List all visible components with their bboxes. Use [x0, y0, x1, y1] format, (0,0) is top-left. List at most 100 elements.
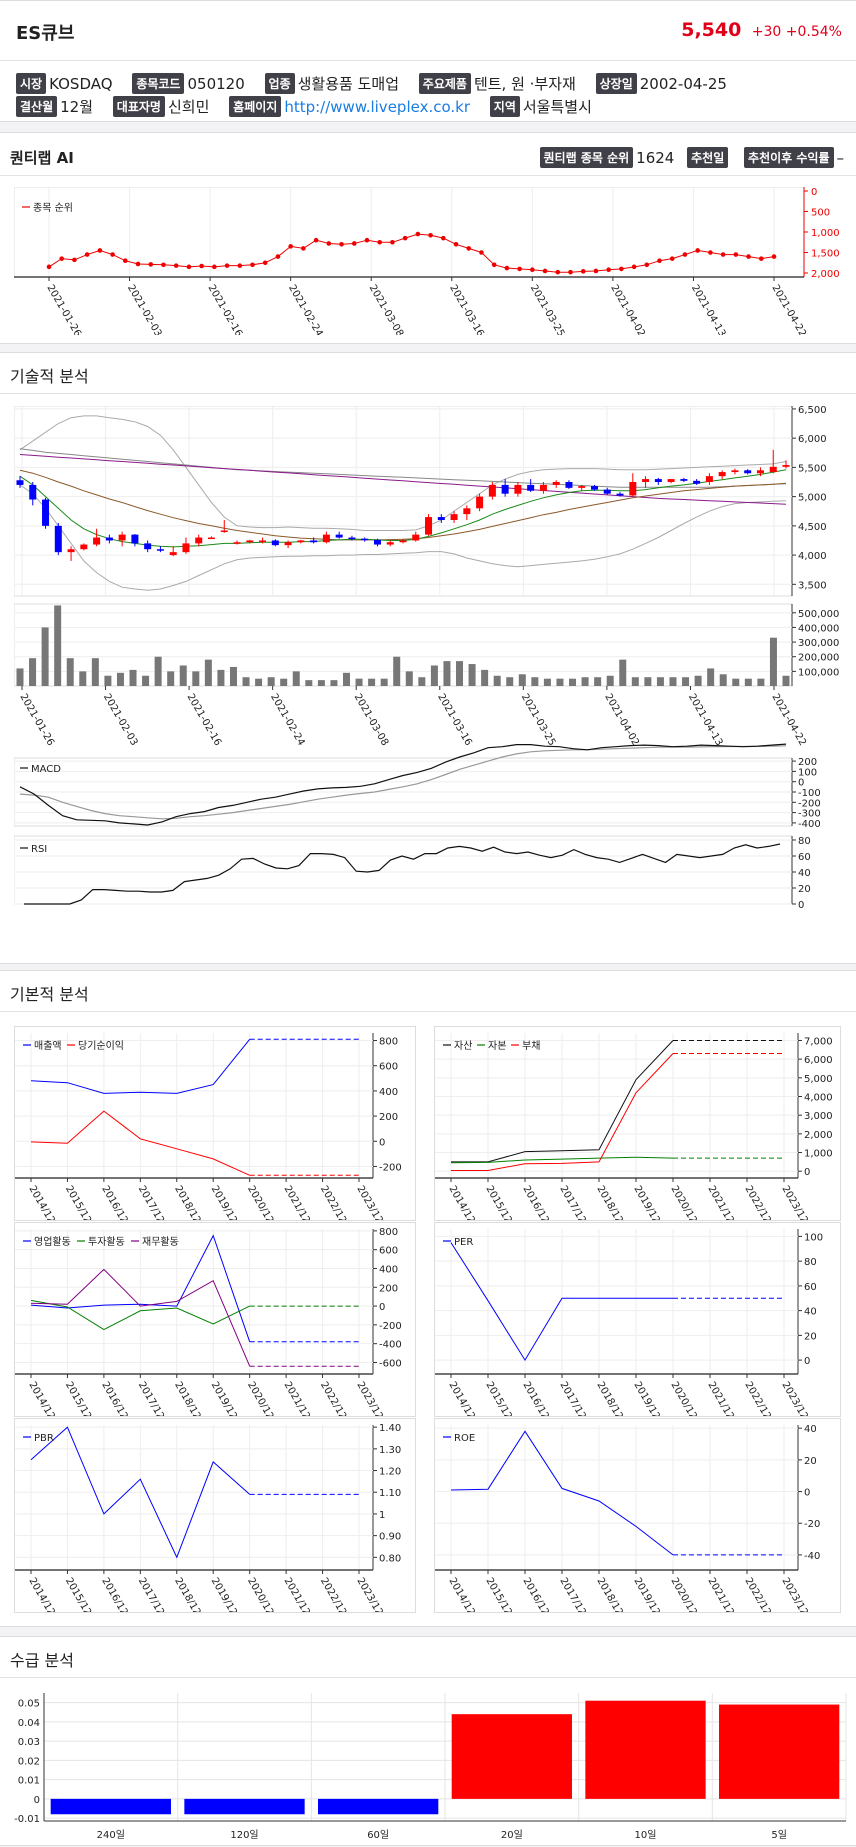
fundamental-title: 기본적 분석 — [10, 985, 89, 1004]
rank-point — [720, 252, 726, 257]
x-tick-label: 2020/12 — [668, 1380, 698, 1416]
candle-body — [565, 482, 573, 488]
y-tick-label: 100,000 — [798, 667, 839, 678]
supply-chart: -0.01 0 0.01 0.02 0.03 0.04 0.05 240일 120일 60일 20일… — [14, 1693, 847, 1841]
legend-label: 부채 — [522, 1040, 540, 1052]
rank-point — [682, 252, 688, 257]
return-tag: 추천이후 수익률 — [744, 147, 834, 168]
candle-body — [591, 486, 598, 490]
x-tick-label: 240일 — [97, 1829, 125, 1841]
y-tick-label: 800 — [379, 1037, 398, 1048]
series-line — [450, 1242, 673, 1362]
x-tick-label: 2019/12 — [631, 1184, 661, 1220]
region-tag: 지역 — [489, 96, 520, 117]
products-value: 텐트, 원 ·부자재 — [473, 75, 576, 93]
volume-bar — [355, 678, 363, 686]
x-tick-label: 2016/12 — [99, 1184, 129, 1220]
rank-point — [288, 244, 293, 249]
rank-point — [453, 242, 459, 247]
volume-bar — [694, 675, 702, 686]
y-tick-label: -400 — [798, 819, 821, 830]
candle-body — [476, 496, 484, 509]
x-tick-label: 2021-03-08 — [367, 283, 406, 335]
candle-body — [642, 479, 650, 482]
y-tick-label: 1.40 — [379, 1423, 401, 1434]
bb-upper-line — [19, 415, 787, 531]
volume-bar — [682, 677, 690, 686]
y-tick-label: 1.10 — [379, 1488, 401, 1499]
x-tick-label: 2016/12 — [99, 1380, 129, 1416]
x-tick-label: 2016/12 — [520, 1576, 550, 1612]
x-tick-label: 2018/12 — [172, 1576, 202, 1612]
rank-point — [504, 265, 510, 271]
y-tick-label: 0 — [798, 900, 804, 911]
volume-bar — [255, 678, 263, 686]
y-tick-label: 100 — [798, 767, 817, 778]
volume-bar — [757, 678, 765, 686]
ceo-tag: 대표자명 — [112, 96, 165, 117]
candle-body — [437, 517, 445, 520]
volume-bar — [531, 677, 539, 686]
x-tick-label: 2021-01-26 — [44, 283, 83, 335]
listing-value: 2002-04-25 — [639, 75, 727, 93]
x-tick-label: 2020/12 — [245, 1184, 275, 1220]
rank-point — [339, 242, 344, 247]
candle-body — [105, 537, 113, 541]
x-tick-label: 2021-02-03 — [125, 283, 164, 335]
x-tick-label: 2018/12 — [172, 1184, 202, 1220]
y-tick-label: -200 — [798, 798, 821, 809]
x-tick-label: 2015/12 — [63, 1380, 93, 1416]
rank-point — [123, 258, 128, 263]
rank-point — [568, 269, 573, 275]
x-tick-label: 2021/12 — [705, 1576, 735, 1612]
x-tick-label: 2015/12 — [483, 1380, 513, 1416]
rank-point — [135, 261, 141, 267]
y-tick-label: -200 — [379, 1321, 402, 1332]
y-tick-label: 400,000 — [798, 623, 839, 634]
x-tick-label: 2022/12 — [318, 1576, 348, 1612]
candle-body — [552, 482, 560, 485]
rank-point — [580, 269, 586, 274]
y-tick-label: 0.05 — [18, 1699, 40, 1710]
candle-body — [578, 486, 586, 488]
volume-bar — [29, 658, 37, 686]
candle-body — [463, 508, 471, 515]
x-tick-label: 2022/12 — [742, 1184, 772, 1220]
rank-point — [440, 235, 446, 241]
x-tick-label: 2018/12 — [594, 1184, 624, 1220]
volume-bar — [418, 677, 426, 686]
price-box: 5,540 +30 +0.54% — [681, 19, 842, 41]
rank-point — [224, 263, 230, 268]
x-tick-label: 2021-04-13 — [686, 692, 725, 748]
volume-bar — [66, 658, 74, 686]
volume-bar — [54, 605, 62, 686]
rank-point — [631, 264, 637, 270]
cashflow-chart: -600 -400 -200 0 200 400 600 800 영업활동 투자활동 재무활동 201… — [15, 1227, 402, 1421]
candle-body — [718, 472, 726, 477]
rank-point — [466, 246, 472, 251]
x-tick-label: 2017/12 — [557, 1184, 587, 1220]
x-tick-label: 5일 — [771, 1829, 787, 1841]
candle-body — [16, 480, 24, 485]
y-tick-label: 1,500 — [811, 249, 840, 260]
x-tick-label: 2020/12 — [668, 1184, 698, 1220]
candle-body — [629, 482, 637, 496]
volume-bar — [342, 672, 350, 686]
macd-line — [19, 743, 787, 826]
x-tick-label: 2022/12 — [742, 1576, 772, 1612]
y-tick-label: -100 — [798, 788, 821, 799]
x-tick-label: 2021-01-26 — [17, 692, 56, 748]
x-tick-label: 2014/12 — [26, 1576, 56, 1612]
rank-point — [46, 264, 52, 270]
x-tick-label: 2017/12 — [557, 1576, 587, 1612]
supply-bar — [585, 1700, 706, 1799]
rank-point — [491, 262, 497, 268]
technical-title: 기술적 분석 — [10, 367, 89, 386]
volume-bar — [707, 668, 715, 686]
volume-bar — [91, 658, 99, 686]
x-tick-label: 10일 — [635, 1829, 657, 1841]
x-tick-label: 2015/12 — [63, 1184, 93, 1220]
stock-header: ES큐브 5,540 +30 +0.54% 시장 KOSDAQ 종목코드 05012… — [0, 0, 856, 122]
volume-bar — [217, 669, 225, 686]
homepage-link[interactable]: http://www.liveplex.co.kr — [284, 98, 470, 116]
